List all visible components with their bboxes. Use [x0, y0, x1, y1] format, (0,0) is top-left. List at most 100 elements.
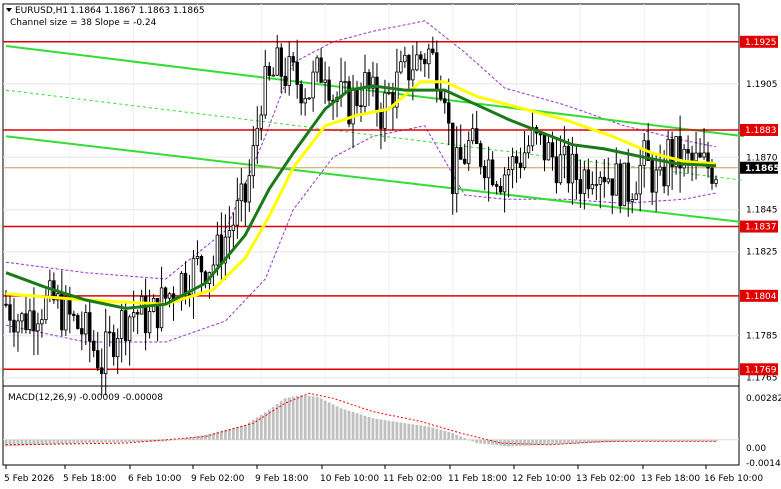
candle-body — [243, 183, 248, 203]
channel-info: Channel size = 38 Slope = -0.24 — [10, 18, 157, 28]
candle-body — [578, 179, 583, 194]
candle-body — [470, 128, 475, 142]
candle-body — [167, 293, 172, 299]
macd-bar — [120, 439, 124, 443]
level-label-box — [740, 289, 778, 302]
macd-bar — [515, 439, 518, 447]
candle-body — [403, 54, 407, 63]
macd-bar — [8, 439, 12, 447]
candle-body — [231, 224, 236, 231]
macd-bar — [499, 439, 503, 446]
candle-body — [127, 316, 132, 342]
channel-mid-line — [5, 89, 744, 181]
candle-body — [698, 152, 702, 158]
candle-body — [459, 147, 463, 160]
macd-bar — [12, 439, 16, 447]
macd-bar — [116, 439, 120, 443]
macd-bar — [44, 439, 48, 445]
macd-bar — [144, 439, 148, 442]
level-label: 1.1925 — [745, 38, 777, 48]
candle-body — [159, 287, 164, 329]
macd-bar — [710, 439, 714, 442]
macd-bar — [172, 439, 175, 441]
macd-bar — [427, 426, 431, 440]
macd-bar — [610, 439, 614, 443]
candle-body — [371, 76, 375, 89]
candle-body — [590, 184, 595, 190]
candle-body — [650, 160, 654, 193]
time-axis: 5 Feb 2026 5 Feb 18:00 6 Feb 10:00 9 Feb… — [4, 465, 763, 484]
candle-body — [323, 79, 327, 83]
macd-bar — [630, 439, 634, 442]
macd-bar — [132, 439, 136, 443]
macd-bar — [598, 439, 602, 443]
macd-bar — [216, 431, 219, 440]
macd-bar — [642, 439, 646, 442]
macd-bar — [263, 412, 267, 440]
candle-body — [427, 48, 431, 65]
macd-bar — [411, 424, 415, 440]
macd-bar — [531, 439, 534, 446]
candle-body — [474, 128, 479, 145]
candle-body — [502, 174, 507, 193]
macd-bar — [367, 416, 371, 440]
candlesticks — [4, 34, 718, 396]
candle-body — [670, 138, 674, 168]
candle-body — [255, 127, 259, 147]
candle-body — [554, 156, 559, 184]
level-label-box — [740, 220, 778, 233]
candle-body — [64, 296, 68, 331]
candle-body — [610, 178, 614, 196]
macd-bar — [223, 429, 227, 440]
macd-bar — [323, 400, 327, 440]
macd-bar — [279, 401, 283, 440]
candle-body — [147, 311, 152, 334]
time-label: 9 Feb 18:00 — [255, 474, 309, 484]
level-label-box — [740, 363, 778, 376]
macd-bar — [690, 439, 694, 442]
candle-body — [68, 296, 72, 315]
support-resistance-levels — [3, 41, 739, 371]
level-label-box — [740, 123, 778, 136]
macd-bar — [443, 430, 447, 440]
macd-bar — [586, 439, 590, 444]
macd-bar — [72, 439, 76, 444]
candle-body — [195, 256, 200, 259]
candle-body — [291, 56, 295, 63]
candle-body — [614, 163, 618, 196]
time-label: 11 Feb 02:00 — [383, 474, 442, 484]
macd-bar — [4, 439, 8, 447]
candle-body — [303, 98, 307, 104]
macd-bar — [227, 428, 231, 440]
macd-bar — [156, 439, 159, 442]
macd-bar — [383, 420, 387, 440]
macd-bar — [311, 396, 315, 440]
candle-body — [227, 230, 232, 238]
ohlc-readout: 1.1864 1.1867 1.1863 1.1865 — [70, 6, 205, 16]
time-label: 13 Feb 02:00 — [576, 474, 635, 484]
current-price-box — [740, 161, 778, 174]
candle-body — [287, 56, 291, 87]
macd-bar — [176, 439, 179, 440]
candle-body — [574, 153, 579, 180]
macd-bar — [251, 419, 255, 440]
macd-bar — [239, 425, 243, 440]
candle-body — [478, 143, 483, 167]
candle-body — [518, 162, 523, 168]
time-label: 13 Feb 18:00 — [641, 474, 700, 484]
price-tick: 1.1905 — [746, 80, 778, 90]
macd-bar — [467, 439, 471, 441]
candle-body — [84, 312, 88, 335]
channel-lower-line — [5, 135, 745, 224]
candle-body — [343, 81, 347, 83]
macd-bar — [112, 439, 116, 443]
macd-bar — [447, 432, 451, 440]
macd-bar — [547, 439, 550, 445]
macd-bar — [275, 404, 279, 440]
macd-bar — [519, 439, 522, 446]
macd-bar — [399, 422, 403, 440]
macd-bar — [419, 425, 423, 440]
candle-body — [311, 71, 315, 99]
candle-body — [283, 75, 287, 87]
macd-bar — [407, 423, 411, 440]
